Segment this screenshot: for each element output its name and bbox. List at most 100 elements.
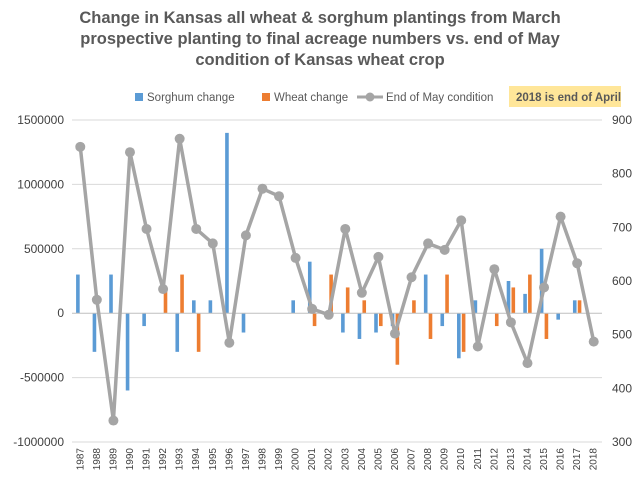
right-axis-tick-label: 400 [612,381,632,395]
legend-label-condition: End of May condition [386,92,493,104]
sorghum-bar [473,300,478,314]
wheat-bar [395,313,400,365]
left-axis-tick-label: -1000000 [13,435,64,449]
x-axis-tick-label: 2000 [291,448,302,471]
legend-note-box [509,86,621,107]
condition-point [174,133,185,144]
condition-point [423,238,434,249]
wheat-bar [412,300,416,314]
bar-series [76,132,582,391]
condition-point [75,141,86,152]
left-axis-tick-label: -500000 [20,371,64,385]
condition-point [439,244,450,255]
x-axis-tick-label: 1999 [274,448,285,471]
x-axis-tick-label: 1990 [125,448,136,471]
x-axis-tick-label: 2015 [539,448,550,471]
x-axis-tick-label: 1995 [208,448,219,471]
x-axis-tick-label: 2003 [340,448,351,471]
wheat-bar [544,313,549,339]
wheat-bar [312,313,317,327]
sorghum-bar [291,300,295,314]
chart-title-line-3: condition of Kansas wheat crop [195,51,445,69]
wheat-bar [362,300,367,314]
wheat-bar [528,274,532,314]
x-axis-tick-label: 1991 [142,448,153,471]
sorghum-bar [92,313,97,352]
sorghum-bar [556,313,560,320]
condition-point [522,358,533,369]
condition-point [257,183,268,194]
wheat-bar [461,313,466,352]
condition-point [505,317,516,328]
condition-point [323,309,334,320]
left-axis-ticks: 1500000 1000000 500000 0 -500000 -1000000 [13,113,64,449]
sorghum-bar [307,261,312,314]
condition-point [389,328,400,339]
right-axis-tick-label: 600 [612,274,632,288]
sorghum-bar [142,313,146,327]
left-axis-tick-label: 500000 [24,242,64,256]
sorghum-bar [423,274,428,314]
x-axis-tick-label: 2006 [390,448,401,471]
x-axis-tick-label: 2017 [572,448,583,471]
x-axis-tick-label: 2002 [324,448,335,471]
left-axis-tick-label: 0 [57,306,64,320]
condition-point [274,191,285,202]
condition-point [207,238,218,249]
x-axis-tick-label: 2005 [373,448,384,471]
sorghum-bar [539,248,544,314]
x-axis-tick-label: 2011 [473,448,484,470]
right-axis-tick-label: 800 [612,167,632,181]
condition-point [191,223,202,234]
condition-point [539,282,550,293]
condition-point [489,264,500,275]
x-axis-tick-label: 2012 [489,448,500,471]
right-axis-ticks: 900 800 700 600 500 400 300 [612,113,632,449]
legend-label-wheat: Wheat change [274,92,348,104]
right-axis-tick-label: 700 [612,220,632,234]
legend-label-sorghum: Sorghum change [147,92,235,104]
legend-swatch-condition-marker [365,92,375,102]
condition-point [472,341,483,352]
condition-point [91,294,102,305]
wheat-bar [494,313,499,327]
x-axis-tick-label: 2009 [440,448,451,471]
condition-point [307,303,318,314]
right-axis-tick-label: 300 [612,435,632,449]
chart-title: Change in Kansas all wheat & sorghum pla… [40,8,600,71]
condition-point [588,336,599,347]
gridlines [72,119,602,443]
sorghum-bar [76,274,80,314]
x-axis-tick-label: 2014 [522,448,533,471]
right-axis-tick-label: 900 [612,113,632,127]
condition-point [356,287,367,298]
condition-point [240,230,251,241]
x-axis-tick-label: 2008 [423,448,434,471]
x-axis-tick-label: 1993 [175,448,186,471]
condition-point [456,215,467,226]
condition-point [224,337,235,348]
condition-point [340,223,351,234]
condition-point [290,252,301,263]
x-axis-tick-label: 1997 [241,448,252,471]
condition-point [555,211,566,222]
sorghum-bar [192,300,196,314]
right-axis-tick-label: 500 [612,328,632,342]
x-axis-tick-label: 1989 [108,448,119,471]
x-axis-tick-label: 2016 [556,448,567,471]
sorghum-bar [241,313,246,333]
sorghum-bar [374,313,378,333]
sorghum-bar [440,313,445,327]
legend-swatch-sorghum [135,93,143,101]
wheat-bar [196,313,201,352]
x-axis-tick-label: 1994 [191,448,202,471]
sorghum-bar [109,274,113,314]
condition-point [108,415,119,426]
sorghum-bar [523,293,527,314]
chart-title-line-1: Change in Kansas all wheat & sorghum pla… [79,9,561,27]
x-axis-tick-label: 1988 [92,448,103,471]
condition-line [78,137,596,423]
x-axis-tick-label: 2007 [407,448,418,471]
condition-point [406,272,417,283]
sorghum-bar [125,313,130,391]
